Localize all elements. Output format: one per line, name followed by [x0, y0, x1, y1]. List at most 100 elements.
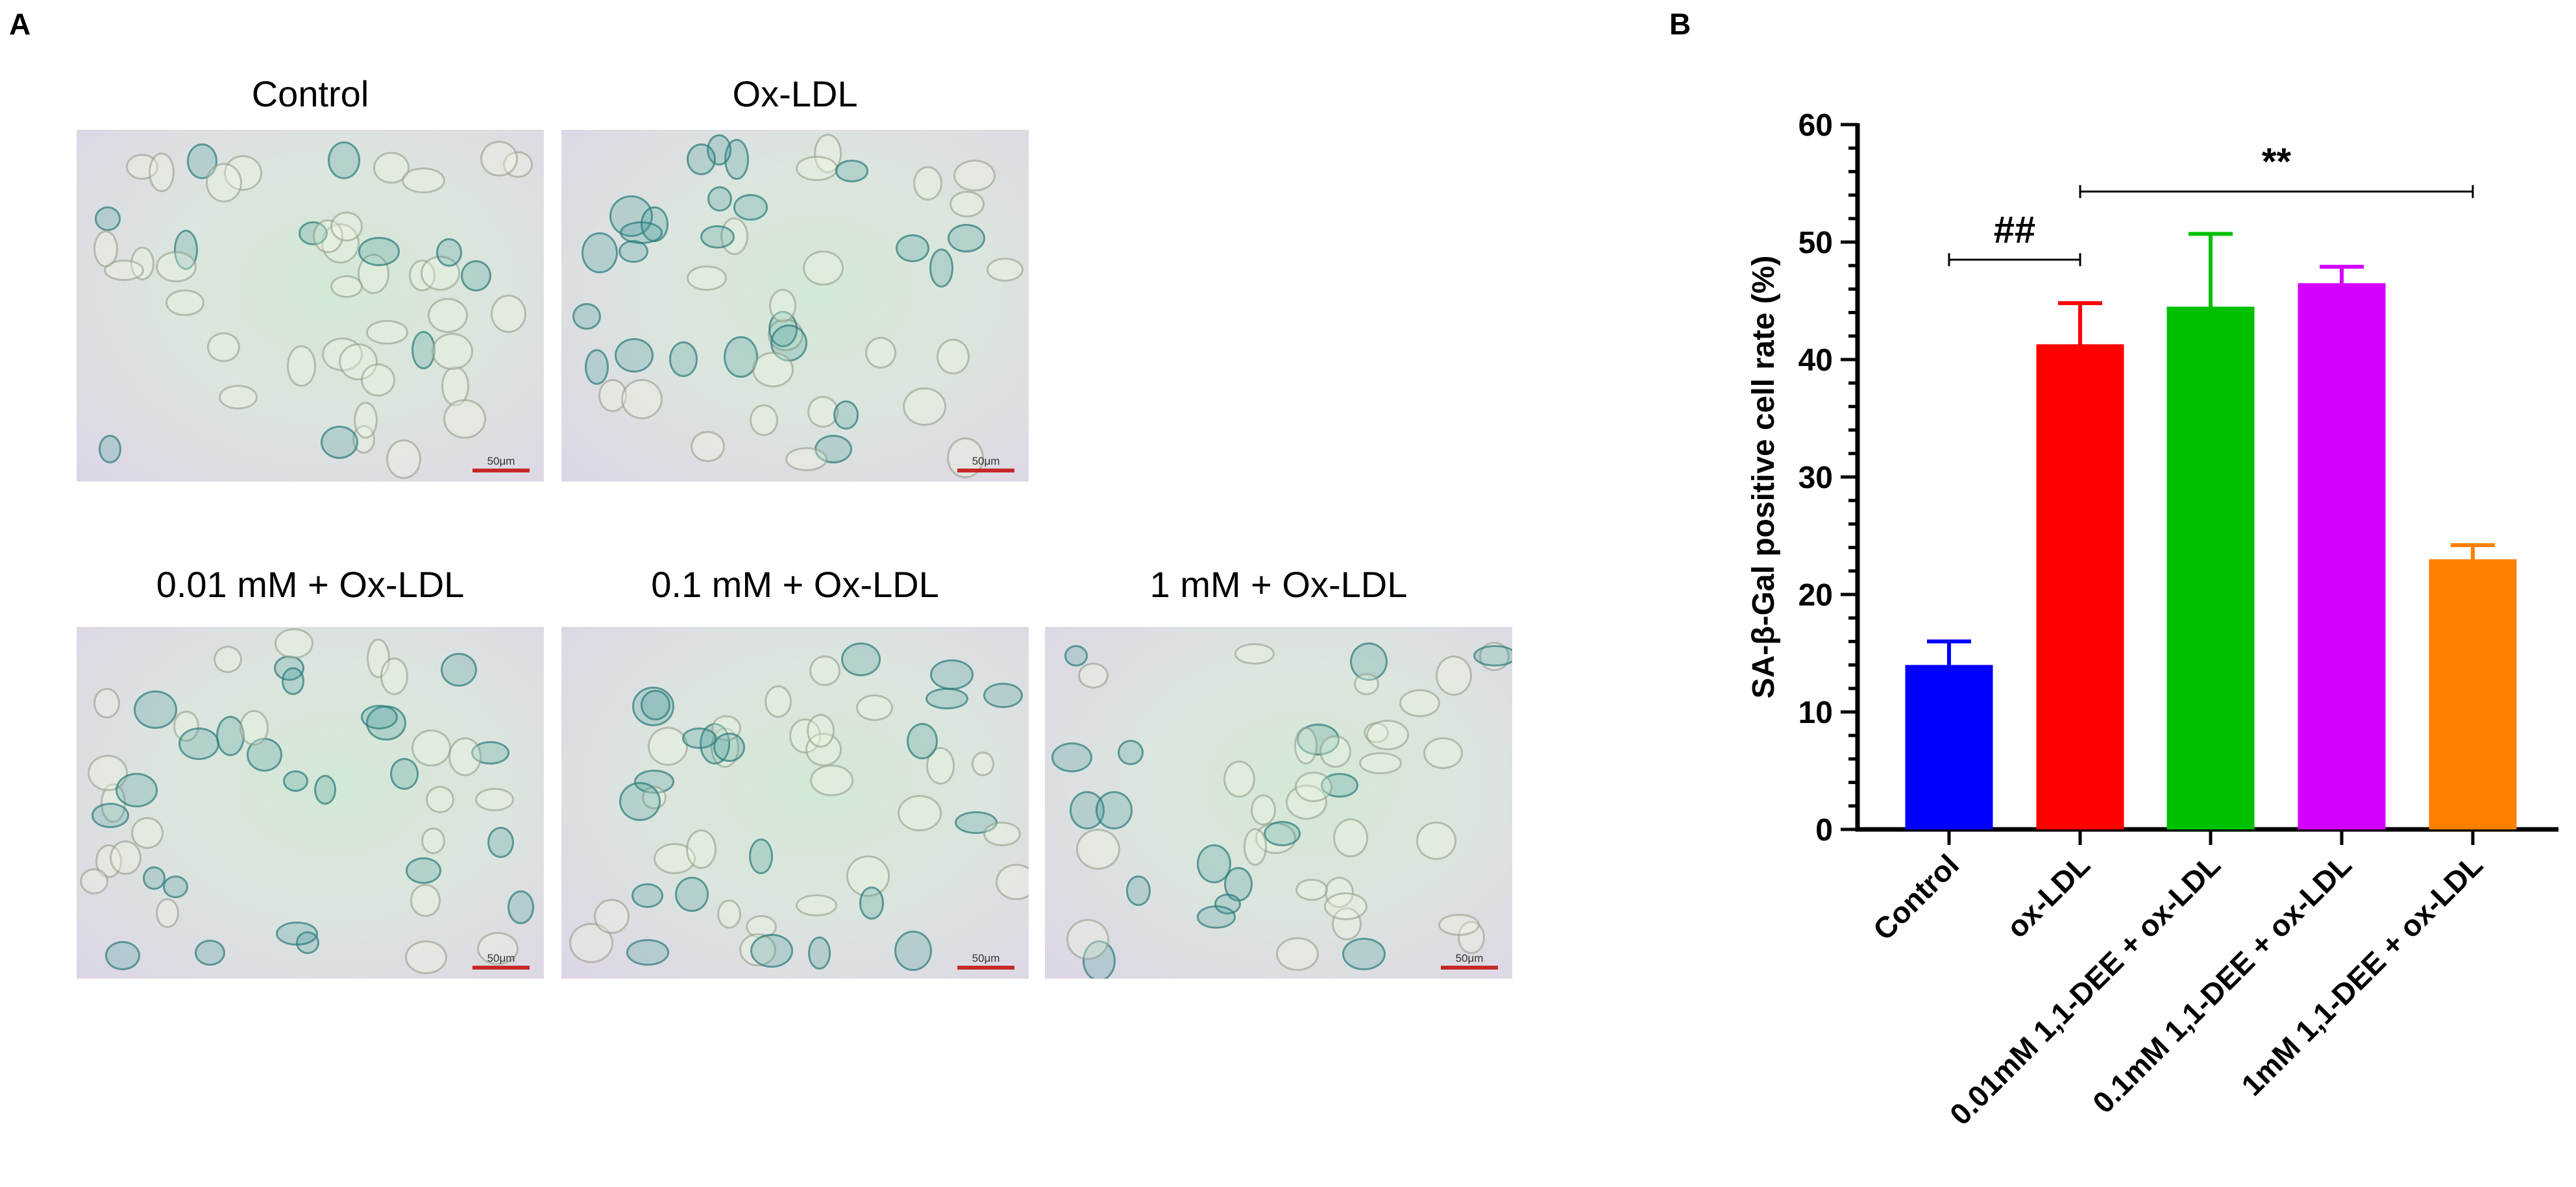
cell — [389, 758, 419, 790]
cell — [1323, 892, 1368, 920]
cell — [913, 166, 942, 201]
cell — [995, 863, 1029, 900]
cell — [448, 737, 482, 776]
cell — [404, 940, 447, 975]
cell — [619, 221, 663, 245]
image-title-control: Control — [251, 73, 369, 114]
x-tick-label: 0.1mM 1,1-DEE + ox-LDL — [2086, 848, 2358, 1120]
cell — [480, 141, 518, 177]
cell — [330, 211, 363, 242]
cell — [707, 186, 733, 212]
cell — [353, 401, 378, 439]
cell — [640, 689, 671, 721]
cell — [1332, 818, 1368, 858]
cell — [953, 159, 996, 191]
cell — [769, 289, 796, 323]
y-tick-label: 40 — [1798, 343, 1833, 378]
cell — [166, 289, 204, 316]
cell — [314, 775, 337, 805]
y-tick-label: 20 — [1798, 578, 1833, 613]
cell — [809, 655, 840, 687]
cell — [748, 838, 774, 875]
cell — [898, 794, 942, 832]
scale-bar: 50μm — [472, 455, 530, 472]
cell — [239, 710, 269, 746]
significance-label: ** — [2262, 141, 2292, 183]
cell — [1295, 879, 1328, 901]
cell — [427, 297, 468, 334]
cell — [282, 667, 305, 695]
cell — [1435, 655, 1472, 696]
cell — [972, 752, 994, 776]
cell — [443, 398, 487, 439]
y-tick-label: 10 — [1798, 696, 1833, 730]
cell — [894, 930, 932, 971]
y-tick-label: 60 — [1798, 108, 1833, 143]
cell — [764, 685, 792, 718]
cell — [949, 190, 985, 218]
cell — [795, 894, 837, 917]
cell — [1051, 742, 1093, 773]
cell — [1473, 644, 1512, 667]
y-tick-label: 0 — [1815, 813, 1833, 848]
cell — [856, 694, 893, 722]
cell — [1294, 727, 1318, 765]
cell — [1125, 875, 1151, 906]
micrograph-control: 50μm — [77, 130, 544, 482]
bar — [2036, 344, 2124, 829]
cell — [1118, 740, 1144, 765]
cell — [717, 899, 741, 929]
bar — [1905, 665, 1993, 829]
cell — [149, 153, 175, 193]
cell — [1077, 663, 1109, 689]
cell — [134, 691, 177, 729]
scale-bar: 50μm — [1441, 952, 1498, 970]
cell — [214, 645, 243, 674]
cell — [104, 941, 141, 971]
x-tick-label: 0.01mM 1,1-DEE + ox-LDL — [1943, 848, 2227, 1131]
cell — [733, 193, 768, 221]
image-title-1mm: 1 mM + Ox-LDL — [1149, 564, 1408, 605]
cell — [1359, 752, 1402, 774]
cell — [926, 746, 955, 785]
cell — [903, 387, 946, 426]
cell — [178, 727, 220, 760]
cell — [1243, 828, 1267, 866]
cell — [907, 723, 938, 760]
image-title-0-1mm: 0.1 mM + Ox-LDL — [651, 564, 939, 605]
cell — [361, 363, 395, 397]
cell — [194, 939, 226, 966]
cell — [1319, 735, 1351, 768]
cell — [386, 439, 421, 480]
cell — [1295, 772, 1332, 802]
cell — [206, 162, 243, 202]
y-tick-label: 30 — [1798, 461, 1833, 495]
cell — [110, 840, 141, 875]
cell — [1234, 643, 1275, 665]
cell — [441, 652, 478, 687]
cell — [700, 225, 735, 249]
cell — [491, 295, 527, 334]
cell — [508, 890, 535, 925]
x-tick-label: Control — [1867, 848, 1965, 946]
cell — [585, 349, 609, 385]
scale-bar-label: 50μm — [1455, 952, 1484, 964]
cell — [937, 338, 970, 374]
cell — [621, 378, 663, 420]
cell — [276, 922, 318, 946]
scale-bar-label: 50μm — [487, 952, 515, 964]
cell — [1423, 737, 1463, 769]
x-tick-label: 1mM 1,1-DEE + ox-LDL — [2235, 848, 2489, 1102]
scale-bar-label: 50μm — [972, 952, 1000, 964]
cell — [1416, 822, 1456, 860]
cell — [572, 302, 602, 330]
cell — [477, 931, 519, 966]
cell — [614, 337, 654, 373]
cell — [426, 785, 455, 813]
significance-label: ## — [1994, 209, 2036, 251]
cell — [1223, 760, 1255, 798]
cell — [1275, 936, 1319, 972]
y-axis-title: SA-β-Gal positive cell rate (%) — [1747, 256, 1781, 699]
cell — [360, 705, 398, 730]
